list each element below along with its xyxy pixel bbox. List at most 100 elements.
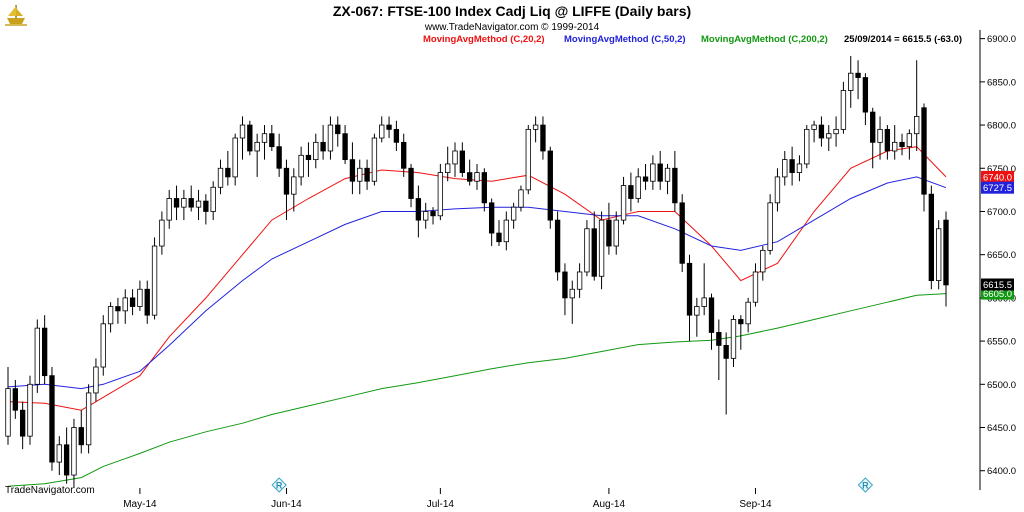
candle-body — [195, 200, 202, 208]
candle-body — [840, 90, 847, 130]
candle-body — [532, 124, 539, 130]
copyright-text: www.TradeNavigator.com © 1999-2014 — [424, 22, 600, 33]
candle — [27, 375, 33, 445]
candle — [393, 120, 400, 151]
candle — [606, 202, 612, 255]
candle-body — [349, 159, 356, 182]
candle-body — [151, 245, 158, 316]
candle — [261, 125, 268, 160]
candle — [371, 133, 378, 186]
candle-body — [107, 306, 114, 325]
candle — [452, 142, 458, 177]
candle — [540, 116, 546, 160]
last-value-bg — [981, 170, 1014, 183]
last-value-text: 6740.0 — [983, 172, 1012, 183]
candle — [217, 159, 224, 195]
last-value-text: 6605.0 — [983, 289, 1012, 300]
candle-body — [19, 409, 26, 437]
x-tick-label: Jul-14 — [427, 499, 455, 510]
candle — [430, 207, 436, 225]
candle-body — [269, 133, 275, 148]
candle-body — [928, 193, 935, 282]
candle — [474, 163, 480, 190]
candle — [401, 133, 407, 177]
last-value-box: 6740.0 — [981, 170, 1014, 183]
candle — [78, 410, 84, 454]
candle — [496, 220, 502, 247]
candle — [85, 384, 92, 454]
candle-body — [554, 219, 561, 273]
candle-body — [34, 327, 40, 385]
candle-body — [774, 176, 781, 204]
candle-body — [401, 141, 407, 169]
candle-body — [540, 124, 546, 152]
candle-body — [225, 167, 231, 178]
y-tick-label: 6750.0 — [987, 164, 1016, 175]
candle — [203, 194, 209, 225]
y-tick-label: 6400.0 — [987, 466, 1016, 477]
last-value-box: 6605.0 — [981, 287, 1014, 300]
ma-line-1 — [7, 176, 947, 390]
candle — [518, 185, 524, 212]
candle — [56, 436, 62, 476]
candle — [635, 168, 641, 203]
diamond-r-icon: R — [271, 477, 287, 493]
candle-body — [452, 150, 458, 165]
candle — [437, 163, 444, 221]
candle-body — [936, 228, 942, 282]
last-value-text: 6615.5 — [983, 280, 1012, 291]
svg-text:R: R — [276, 481, 283, 491]
candle — [408, 163, 414, 208]
candle-body — [738, 319, 744, 325]
candle — [796, 155, 803, 182]
candle-body — [730, 319, 737, 359]
candle — [767, 194, 773, 255]
candle — [782, 150, 788, 186]
candle-body — [239, 124, 246, 139]
candle-body — [364, 167, 370, 182]
candle-body — [144, 288, 150, 316]
candle — [620, 176, 627, 225]
candle-body — [855, 72, 861, 78]
candle-body — [481, 172, 487, 204]
candle-body — [386, 124, 392, 130]
candle — [672, 150, 678, 212]
candle — [686, 254, 693, 342]
candle-body — [892, 141, 898, 152]
candle-body — [796, 163, 803, 173]
candle-body — [371, 137, 378, 182]
candle — [159, 211, 165, 255]
candle-body — [650, 163, 656, 182]
candle-body — [679, 202, 685, 264]
footer-brand: TradeNavigator.com — [5, 485, 95, 496]
candle-body — [716, 332, 722, 346]
candle-body — [313, 141, 319, 161]
y-tick-label: 6450.0 — [987, 423, 1016, 434]
candle — [298, 146, 304, 186]
candle — [576, 263, 583, 298]
candle — [716, 319, 722, 380]
sailing-ship-icon — [5, 5, 27, 26]
candle — [283, 159, 290, 221]
candle-body — [423, 211, 429, 221]
candle — [93, 358, 99, 402]
candle — [650, 155, 656, 190]
candle-body — [701, 297, 707, 307]
legend-ma50: MovingAvgMethod (C,50,2) — [564, 34, 686, 45]
candle — [679, 194, 685, 272]
last-value-bg — [981, 278, 1014, 291]
candle-body — [752, 271, 759, 303]
candle — [49, 367, 55, 471]
y-tick-label: 6850.0 — [987, 77, 1016, 88]
candle — [840, 81, 847, 134]
candle — [210, 181, 216, 221]
candle-body — [357, 167, 363, 182]
moving-average-lines — [7, 146, 947, 487]
candle — [188, 185, 194, 212]
candle-body — [335, 124, 341, 135]
candle-body — [122, 297, 128, 312]
candle-body — [129, 297, 136, 307]
candle — [664, 163, 671, 195]
